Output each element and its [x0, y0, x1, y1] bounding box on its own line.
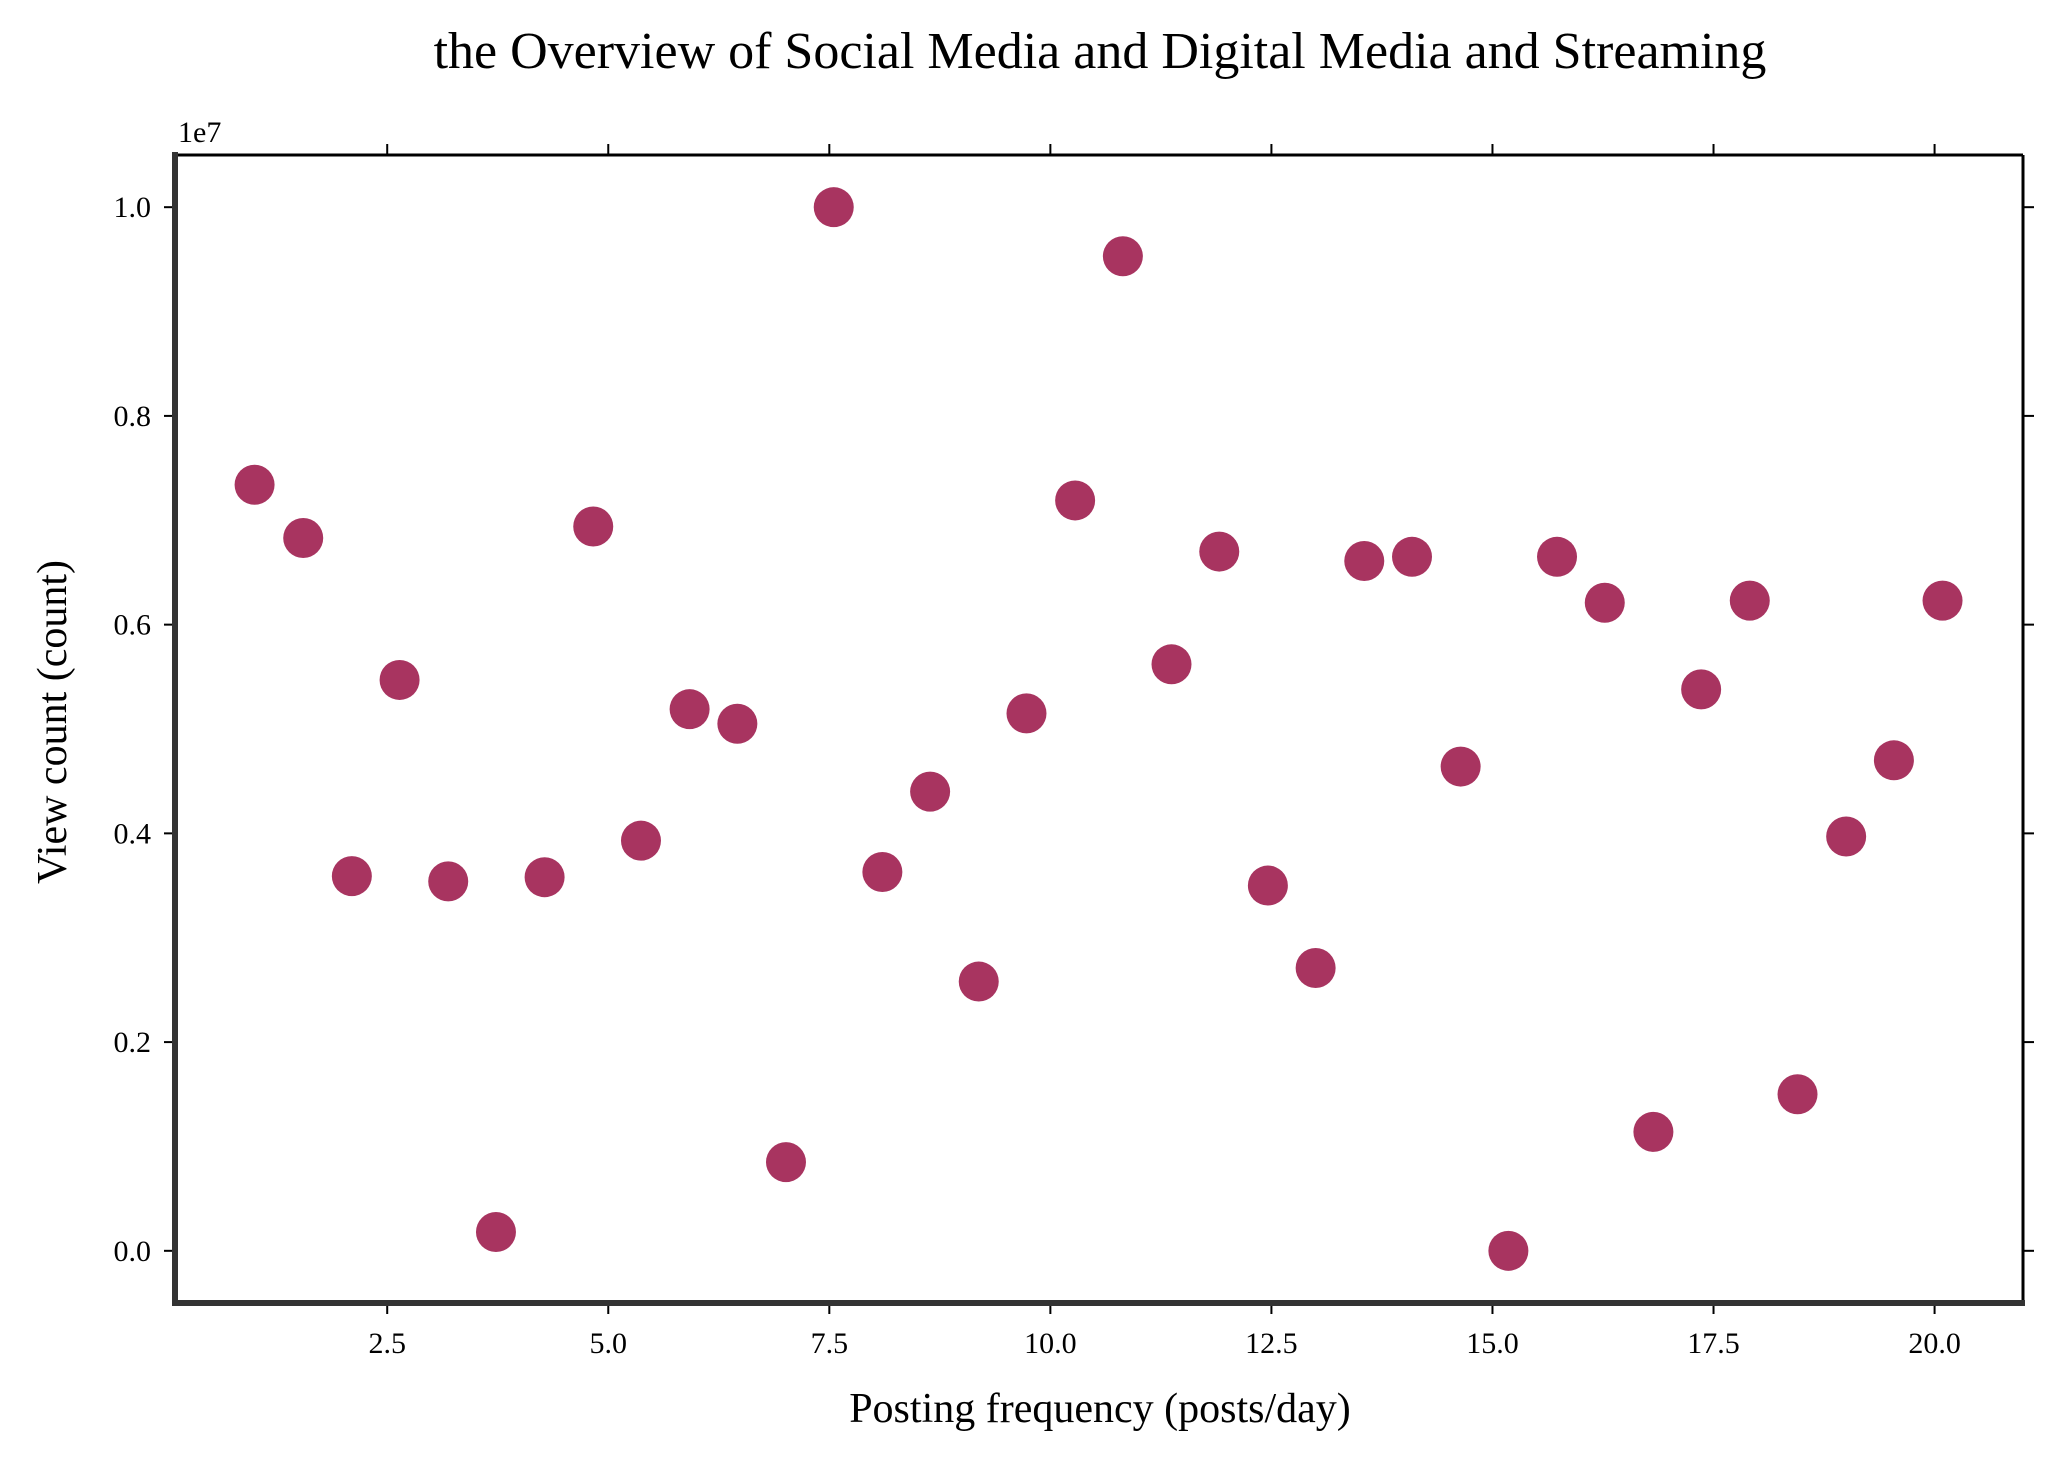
data-point [573, 506, 614, 547]
y-tick-label: 0.4 [114, 817, 152, 850]
data-point [1151, 644, 1192, 685]
data-point [717, 703, 758, 744]
data-point [1777, 1074, 1818, 1115]
x-tick-label: 20.0 [1908, 1327, 1961, 1360]
data-point [283, 518, 324, 559]
x-tick-label: 12.5 [1245, 1327, 1298, 1360]
data-point [1826, 816, 1867, 857]
data-point [765, 1142, 806, 1183]
x-tick-label: 15.0 [1466, 1327, 1519, 1360]
data-point [524, 857, 565, 898]
y-axis-label: View count (count) [30, 560, 76, 884]
data-point [1537, 536, 1578, 577]
data-point [862, 851, 903, 892]
chart-title: the Overview of Social Media and Digital… [434, 23, 1767, 80]
y-tick-label: 0.6 [114, 609, 152, 642]
y-tick-label: 0.8 [114, 400, 152, 433]
plot-frame [172, 152, 2025, 1306]
data-point [1295, 947, 1336, 988]
y-axis-offset-label: 1e7 [178, 116, 221, 149]
data-point [1729, 580, 1770, 621]
data-point [1392, 536, 1433, 577]
data-points [234, 187, 1963, 1271]
x-tick-label: 5.0 [590, 1327, 628, 1360]
data-point [234, 464, 275, 505]
data-point [1006, 693, 1047, 734]
data-point [379, 659, 420, 700]
data-point [1102, 236, 1143, 277]
data-point [1584, 582, 1625, 623]
data-point [1055, 480, 1096, 521]
y-tick-label: 1.0 [114, 191, 152, 224]
x-tick-label: 10.0 [1024, 1327, 1077, 1360]
data-point [1440, 746, 1481, 787]
data-point [1247, 865, 1288, 906]
data-point [958, 961, 999, 1002]
data-point [910, 771, 951, 812]
data-point [1681, 669, 1722, 710]
data-point [1199, 531, 1240, 572]
x-tick-label: 2.5 [368, 1327, 406, 1360]
data-point [1344, 540, 1385, 581]
data-point [1488, 1230, 1529, 1271]
y-tick-label: 0.0 [114, 1235, 152, 1268]
y-tick-label: 0.2 [114, 1026, 152, 1059]
x-tick-label: 7.5 [811, 1327, 849, 1360]
x-axis-label: Posting frequency (posts/day) [849, 1386, 1351, 1432]
data-point [475, 1212, 516, 1253]
axis-ticks: 2.5 5.0 7.5 10.0 12.5 15.0 17.5 20.0 0.0 0.2 0.4 0.… [114, 144, 2034, 1360]
data-point [620, 820, 661, 861]
data-point [813, 187, 854, 228]
data-point [1633, 1111, 1674, 1152]
data-point [669, 689, 710, 730]
x-tick-label: 17.5 [1687, 1327, 1740, 1360]
data-point [331, 856, 372, 897]
data-point [428, 861, 469, 902]
data-point [1922, 580, 1963, 621]
data-point [1873, 740, 1914, 781]
